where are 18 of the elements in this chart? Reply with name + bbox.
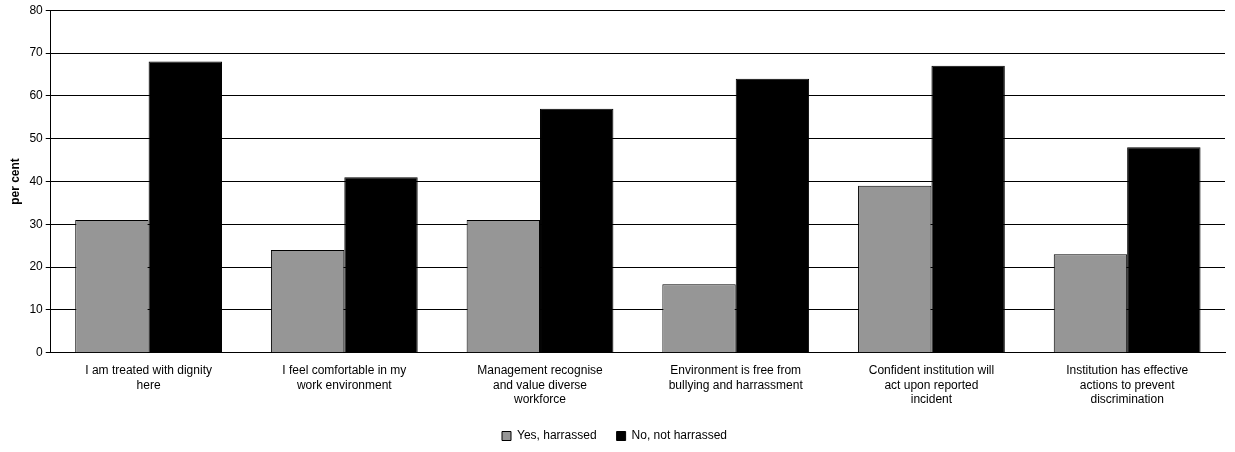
x-tick-label: Management recognise and value diverse workforce bbox=[477, 363, 604, 407]
legend-label: Yes, harrassed bbox=[517, 428, 597, 443]
x-tick-label: Environment is free from bullying and harrassment bbox=[668, 363, 804, 392]
y-tick-label: 0 bbox=[36, 345, 44, 360]
x-tick-label: Confident institution will act upon reported incident bbox=[868, 363, 995, 407]
y-tick-label: 80 bbox=[29, 2, 44, 17]
y-tick-label: 10 bbox=[29, 302, 44, 317]
y-tick-label: 20 bbox=[29, 259, 44, 274]
y-tick-label: 40 bbox=[29, 173, 44, 188]
y-tick-label: 60 bbox=[29, 88, 44, 103]
x-tick-label: I am treated with dignity here bbox=[85, 363, 212, 392]
y-axis-title: per cent bbox=[7, 158, 22, 205]
legend-label: No, not harrassed bbox=[631, 428, 727, 443]
y-tick-label: 30 bbox=[29, 216, 44, 231]
y-tick-label: 50 bbox=[29, 130, 44, 145]
x-tick-label: Institution has effective actions to prevent discrimination bbox=[1066, 363, 1189, 407]
x-tick-label: I feel comfortable in my work environment bbox=[282, 363, 407, 392]
y-tick-label: 70 bbox=[29, 45, 44, 60]
